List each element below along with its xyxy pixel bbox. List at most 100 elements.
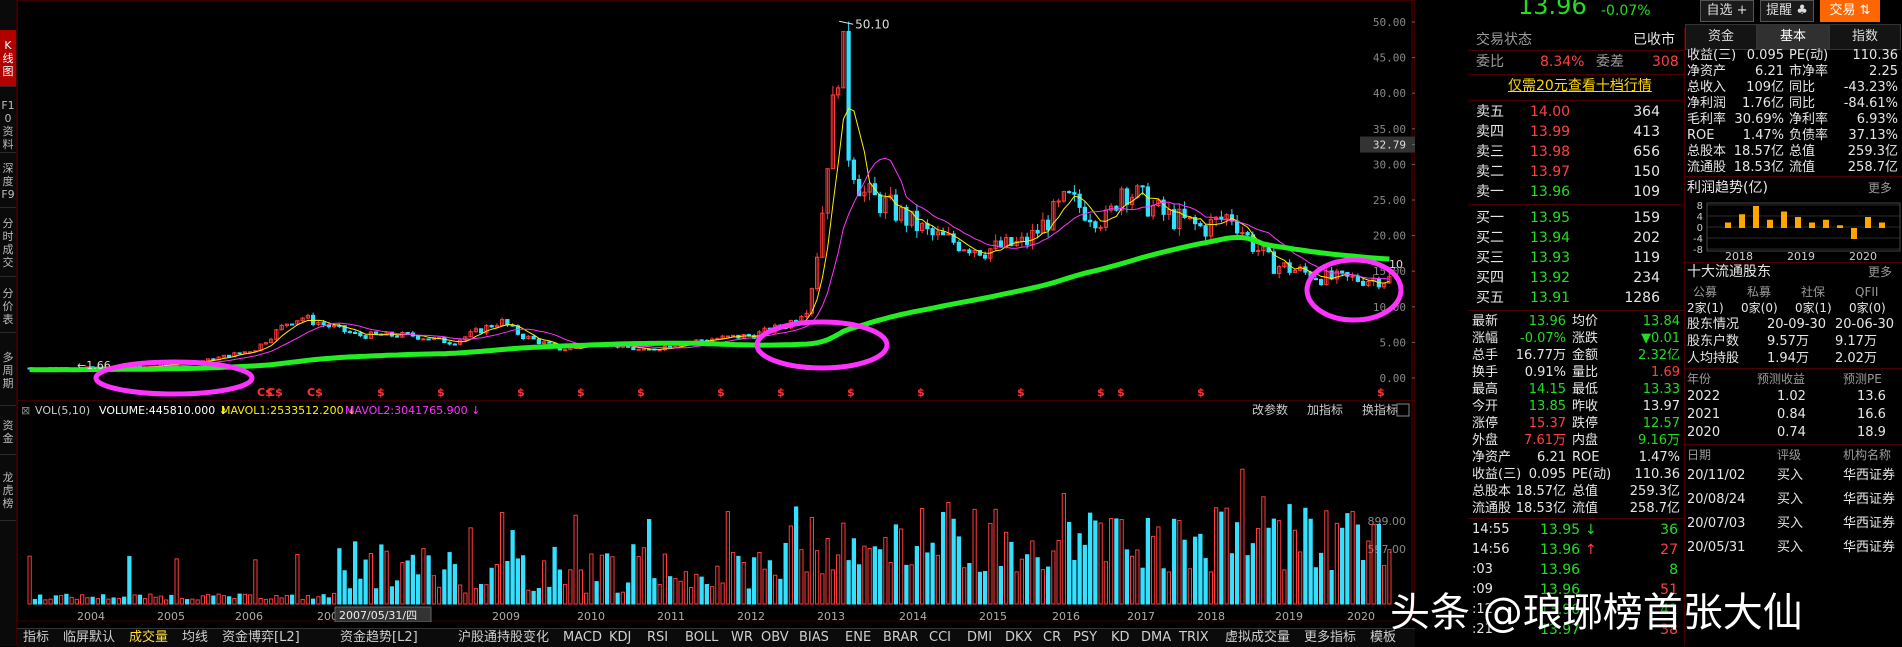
indicator-tab[interactable]: TRIX xyxy=(1179,630,1209,645)
dividend-marker[interactable]: $ xyxy=(517,386,525,399)
rating-cell[interactable]: 华西证券 xyxy=(1843,492,1896,507)
indicator-tab[interactable]: 均线 xyxy=(182,630,209,645)
volume-bar xyxy=(825,537,830,605)
indicator-tab[interactable]: 更多指标 xyxy=(1304,630,1357,645)
holders-more-link[interactable]: 更多 xyxy=(1868,265,1893,279)
dividend-marker[interactable]: $ xyxy=(1197,386,1205,399)
holder-count: 2家(1) xyxy=(1687,301,1724,315)
indicator-tab[interactable]: WR xyxy=(731,630,753,645)
weibi-label: 委比 xyxy=(1476,54,1504,70)
dividend-marker[interactable]: $ xyxy=(577,386,585,399)
rating-cell[interactable]: 买入 xyxy=(1777,540,1804,555)
indicator-tab[interactable]: RSI xyxy=(647,630,669,645)
indicator-tab[interactable]: DMA xyxy=(1141,630,1172,645)
volume-bar xyxy=(326,597,331,605)
fin-label: 总股本 xyxy=(1687,144,1727,159)
indicator-tab[interactable]: 资金趋势[L2] xyxy=(340,630,418,645)
indicator-tab[interactable]: ENE xyxy=(845,630,872,645)
dividend-marker[interactable]: C$ xyxy=(257,386,273,399)
dividend-marker[interactable]: $ xyxy=(917,386,925,399)
rating-cell[interactable]: 20/08/24 xyxy=(1687,492,1746,507)
trade-button[interactable]: 交易 ⇅ xyxy=(1820,0,1880,22)
left-tab-4[interactable]: 分价表 xyxy=(0,280,16,333)
rating-cell[interactable]: 华西证券 xyxy=(1843,468,1896,483)
left-tab-6[interactable]: 资金 xyxy=(0,410,16,455)
dividend-marker[interactable]: C$ xyxy=(267,386,283,399)
indicator-tab[interactable]: KD xyxy=(1111,630,1130,645)
fin-tab[interactable]: 资金 xyxy=(1685,24,1757,50)
indicator-tab[interactable]: 成交量 xyxy=(129,630,169,645)
ask-price[interactable]: 14.00 xyxy=(1530,104,1571,120)
bid-price[interactable]: 13.93 xyxy=(1530,250,1571,266)
left-tab-0[interactable]: K线图 xyxy=(0,30,16,87)
dividend-marker[interactable]: $ xyxy=(1377,386,1385,399)
rating-cell[interactable]: 20/05/31 xyxy=(1687,540,1746,555)
dividend-marker[interactable]: $ xyxy=(437,386,445,399)
indicator-tab[interactable]: PSY xyxy=(1073,630,1098,645)
rating-cell[interactable]: 买入 xyxy=(1777,492,1804,507)
left-tab-1[interactable]: F10资料 xyxy=(0,99,16,153)
indicator-tab[interactable]: KDJ xyxy=(609,630,632,645)
ask-price[interactable]: 13.97 xyxy=(1530,164,1571,180)
bid-price[interactable]: 13.95 xyxy=(1530,210,1571,226)
dividend-marker[interactable]: $ xyxy=(717,386,725,399)
alert-button[interactable]: 提醒 ♣ xyxy=(1760,0,1814,22)
dividend-marker[interactable]: $ xyxy=(777,386,785,399)
dividend-marker[interactable]: $ xyxy=(1117,386,1125,399)
vol-action-0[interactable]: 改参数 xyxy=(1252,402,1288,417)
indicator-tab[interactable]: 资金博弈[L2] xyxy=(222,630,300,645)
indicator-tab[interactable]: 模板 xyxy=(1370,630,1397,645)
indicator-tab[interactable]: BIAS xyxy=(799,630,829,645)
volume-bar xyxy=(64,593,69,605)
bid-price[interactable]: 13.91 xyxy=(1530,290,1571,306)
ask-price[interactable]: 13.99 xyxy=(1530,124,1571,140)
dividend-marker[interactable]: C$ xyxy=(307,386,323,399)
ask-price[interactable]: 13.96 xyxy=(1530,184,1571,200)
dividend-marker[interactable]: $ xyxy=(637,386,645,399)
fin-tab[interactable]: 基本 xyxy=(1757,24,1829,50)
indicator-tab[interactable]: OBV xyxy=(761,630,789,645)
volume-bar xyxy=(699,576,704,605)
rating-cell[interactable]: 买入 xyxy=(1777,468,1804,483)
left-tab-2[interactable]: 深度F9 xyxy=(0,155,16,208)
dividend-marker[interactable]: $ xyxy=(847,386,855,399)
indicator-tab[interactable]: 沪股通持股变化 xyxy=(458,630,550,645)
volume-bar xyxy=(1240,468,1245,605)
indicator-tab[interactable]: BRAR xyxy=(883,630,919,645)
indicator-tab[interactable]: 虚拟成交量 xyxy=(1225,630,1291,645)
dividend-marker[interactable]: $ xyxy=(1017,386,1025,399)
dividend-marker[interactable]: $ xyxy=(1097,386,1105,399)
fin-label: 流通股 xyxy=(1687,160,1727,175)
vol-action-2[interactable]: 换指标 xyxy=(1362,402,1398,417)
rating-cell[interactable]: 20/07/03 xyxy=(1687,516,1746,531)
ask-price[interactable]: 13.98 xyxy=(1530,144,1571,160)
watchlist-button[interactable]: 自选 + xyxy=(1700,0,1754,22)
indicator-tab[interactable]: BOLL xyxy=(685,630,719,645)
ask-label: 卖三 xyxy=(1476,144,1504,160)
kline-chart[interactable]: 50.00 45.00 40.00 35.00 32.79 30.00 25.00 20.00… xyxy=(17,0,1415,622)
indicator-tab[interactable]: 临屏默认 xyxy=(63,630,116,645)
indicator-tab[interactable]: CR xyxy=(1043,630,1062,645)
indicator-tab[interactable]: DMI xyxy=(967,630,993,645)
profit-more-link[interactable]: 更多 xyxy=(1868,181,1893,195)
rating-cell[interactable]: 买入 xyxy=(1777,516,1804,531)
vol-action-1[interactable]: 加指标 xyxy=(1307,402,1343,417)
left-tab-7[interactable]: 龙虎榜 xyxy=(0,460,16,521)
bid-price[interactable]: 13.92 xyxy=(1530,270,1571,286)
bid-price[interactable]: 13.94 xyxy=(1530,230,1571,246)
dividend-marker[interactable]: $ xyxy=(377,386,385,399)
left-tab-3[interactable]: 分时成交 xyxy=(0,210,16,277)
fin-tab[interactable]: 指数 xyxy=(1829,24,1901,50)
candle xyxy=(1313,275,1318,281)
vol-close-icon[interactable] xyxy=(1396,403,1410,417)
rating-cell[interactable]: 20/11/02 xyxy=(1687,468,1746,483)
indicator-tab[interactable]: 指标 xyxy=(23,630,50,645)
indicator-tab[interactable]: DKX xyxy=(1005,630,1033,645)
left-tab-5[interactable]: 多周期 xyxy=(0,335,16,406)
rating-cell[interactable]: 华西证券 xyxy=(1843,540,1896,555)
indicator-tab[interactable]: CCI xyxy=(929,630,951,645)
rating-cell[interactable]: 华西证券 xyxy=(1843,516,1896,531)
tick-time: 14:55 xyxy=(1472,522,1510,537)
indicator-tab[interactable]: MACD xyxy=(563,630,602,645)
level10-promo-link[interactable]: 仅需20元查看十档行情 xyxy=(1508,78,1652,94)
